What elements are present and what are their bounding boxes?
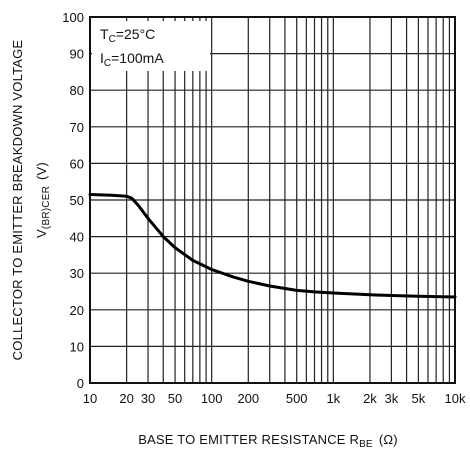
y-tick-label: 50 xyxy=(70,193,84,208)
x-tick-label: 3k xyxy=(385,391,399,406)
series-layer xyxy=(88,193,457,299)
annotation-temperature: TC=25°C xyxy=(100,26,155,45)
series-line xyxy=(88,193,457,299)
y-tick-label: 70 xyxy=(70,120,84,135)
y-tick-label: 90 xyxy=(70,47,84,62)
y-axis-title-line1: COLLECTOR TO EMITTER BREAKDOWN VOLTAGE xyxy=(10,40,25,361)
annotation-box: TC=25°C IC=100mA xyxy=(92,21,210,71)
y-tick-label: 10 xyxy=(70,339,84,354)
y-tick-label: 100 xyxy=(62,10,84,25)
x-tick-label: 30 xyxy=(141,391,155,406)
y-tick-label: 40 xyxy=(70,230,84,245)
x-tick-label: 2k xyxy=(363,391,377,406)
annotation-background xyxy=(92,21,210,71)
y-axis-title: COLLECTOR TO EMITTER BREAKDOWN VOLTAGE V… xyxy=(10,40,52,361)
x-tick-label: 200 xyxy=(237,391,259,406)
y-tick-label: 0 xyxy=(77,376,84,391)
x-tick-label: 10k xyxy=(445,391,466,406)
y-tick-labels: 0 10 20 30 40 50 60 70 80 90 100 xyxy=(62,10,84,391)
y-tick-label: 30 xyxy=(70,266,84,281)
y-tick-label: 20 xyxy=(70,303,84,318)
x-tick-label: 50 xyxy=(168,391,182,406)
y-axis-title-line2: V(BR)CER(V) xyxy=(34,162,52,238)
x-tick-label: 10 xyxy=(83,391,97,406)
x-axis-title: BASE TO EMITTER RESISTANCE RBE (Ω) xyxy=(138,432,398,450)
annotation-current: IC=100mA xyxy=(100,50,164,69)
plot-frame xyxy=(89,16,456,384)
x-tick-label: 1k xyxy=(326,391,340,406)
y-tick-label: 80 xyxy=(70,83,84,98)
y-tick-label: 60 xyxy=(70,156,84,171)
x-tick-label: 5k xyxy=(412,391,426,406)
x-tick-label: 100 xyxy=(201,391,223,406)
x-tick-label: 20 xyxy=(119,391,133,406)
grid-lines xyxy=(89,16,456,384)
x-tick-labels: 10 20 30 50 100 200 500 1k 2k 3k 5k 10k xyxy=(83,391,466,406)
x-tick-label: 500 xyxy=(286,391,308,406)
